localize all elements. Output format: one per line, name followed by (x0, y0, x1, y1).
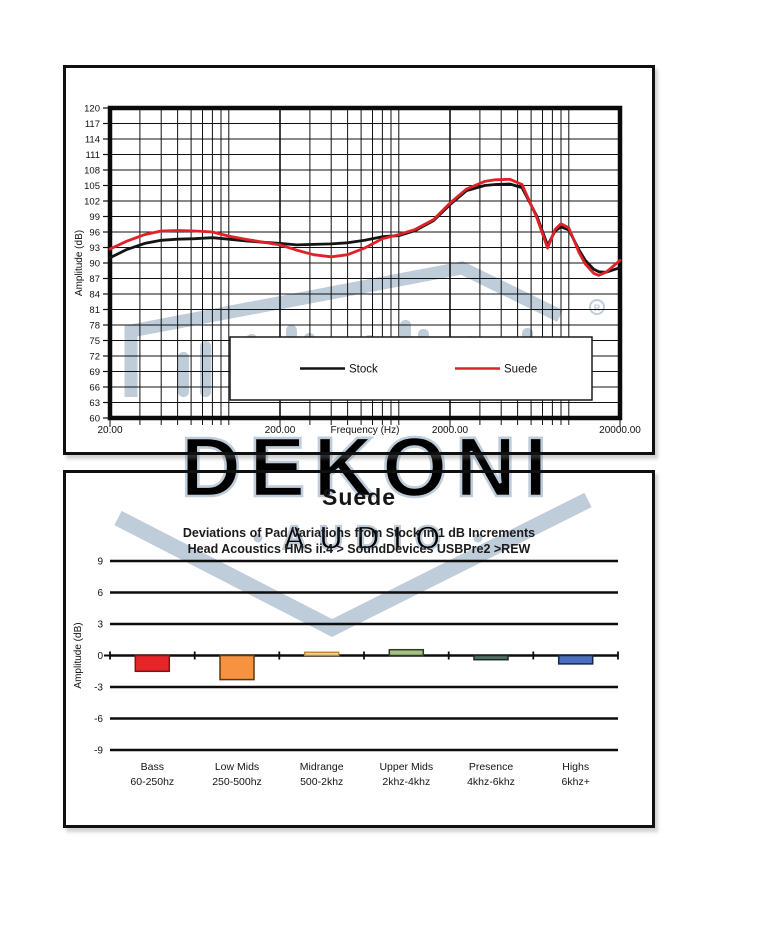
svg-text:20000.00: 20000.00 (599, 425, 641, 436)
line-chart-svg: 120 117 114 111 108 105 102 99 96 93 90 87 84 81 78 75 7… (74, 103, 641, 436)
svg-text:-3: -3 (94, 683, 103, 694)
stock-curve (108, 182, 622, 274)
svg-text:105: 105 (84, 181, 100, 192)
svg-text:9: 9 (97, 557, 103, 568)
svg-text:200.00: 200.00 (265, 425, 296, 436)
legend: Stock Suede (229, 336, 593, 401)
svg-text:20.00: 20.00 (97, 425, 122, 436)
svg-text:66: 66 (89, 382, 100, 393)
y-axis-title: Amplitude (dB) (74, 230, 85, 296)
svg-text:-6: -6 (94, 714, 103, 725)
svg-text:81: 81 (89, 305, 100, 316)
bar-chart-svg: 9 6 3 0 -3 -6 -9 Amplitude (dB) Bass 60-250hz Low … (73, 557, 619, 788)
y-axis-tick-labels: 120 117 114 111 108 105 102 99 96 93 90 87 84 81 78 75 7… (84, 103, 100, 424)
bar-low-mids (219, 654, 255, 681)
svg-text:60: 60 (89, 413, 100, 424)
svg-text:90: 90 (89, 258, 100, 269)
svg-text:87: 87 (89, 274, 100, 285)
category-label: Midrange 500-2khz (300, 761, 344, 788)
gridlines (104, 559, 619, 752)
svg-text:114: 114 (85, 134, 100, 145)
svg-text:84: 84 (89, 289, 100, 300)
svg-text:75: 75 (89, 336, 100, 347)
svg-text:120: 120 (84, 103, 100, 114)
svg-text:-9: -9 (94, 746, 103, 757)
x-axis-title: Frequency (Hz) (331, 425, 400, 436)
svg-text:108: 108 (84, 165, 100, 176)
plot-border (107, 105, 623, 421)
svg-text:96: 96 (89, 227, 100, 238)
category-label: Upper Mids 2khz-4khz (379, 761, 433, 788)
svg-text:117: 117 (85, 119, 100, 130)
bar-midrange (303, 651, 340, 657)
frequency-response-chart: 120 117 114 111 108 105 102 99 96 93 90 87 84 81 78 75 7… (63, 65, 655, 455)
bars (134, 648, 594, 681)
svg-text:111: 111 (86, 150, 100, 161)
bar-presence (473, 654, 509, 661)
category-label: Bass 60-250hz (130, 761, 174, 788)
y-axis-tick-labels: 9 6 3 0 -3 -6 -9 (94, 557, 103, 757)
svg-text:72: 72 (89, 351, 100, 362)
category-label: Presence 4khz-6khz (467, 761, 515, 788)
category-label: Highs 6khz+ (562, 761, 590, 788)
y-axis-title: Amplitude (dB) (73, 622, 84, 688)
legend-box (229, 336, 593, 401)
svg-text:63: 63 (89, 398, 100, 409)
svg-text:99: 99 (89, 212, 100, 223)
svg-text:2000.00: 2000.00 (432, 425, 469, 436)
x-axis-tick-labels: 20.00 200.00 2000.00 20000.00 (97, 425, 641, 436)
svg-text:93: 93 (89, 243, 100, 254)
svg-text:3: 3 (97, 620, 103, 631)
svg-text:6: 6 (97, 588, 103, 599)
suede-curve (108, 177, 622, 277)
svg-text:102: 102 (84, 196, 100, 207)
svg-text:0: 0 (97, 651, 103, 662)
bar-upper-mids (388, 648, 425, 657)
category-label: Low Mids 250-500hz (212, 761, 262, 788)
svg-text:69: 69 (89, 367, 100, 378)
svg-text:78: 78 (89, 320, 100, 331)
bar-highs (557, 654, 594, 665)
bar-bass (134, 654, 171, 673)
deviation-bar-chart: Suede Deviations of Pad Variations from … (63, 470, 655, 828)
legend-label-suede: Suede (504, 364, 537, 376)
category-labels: Bass 60-250hz Low Mids 250-500hz Midrange 500… (130, 761, 589, 788)
legend-label-stock: Stock (349, 364, 378, 376)
